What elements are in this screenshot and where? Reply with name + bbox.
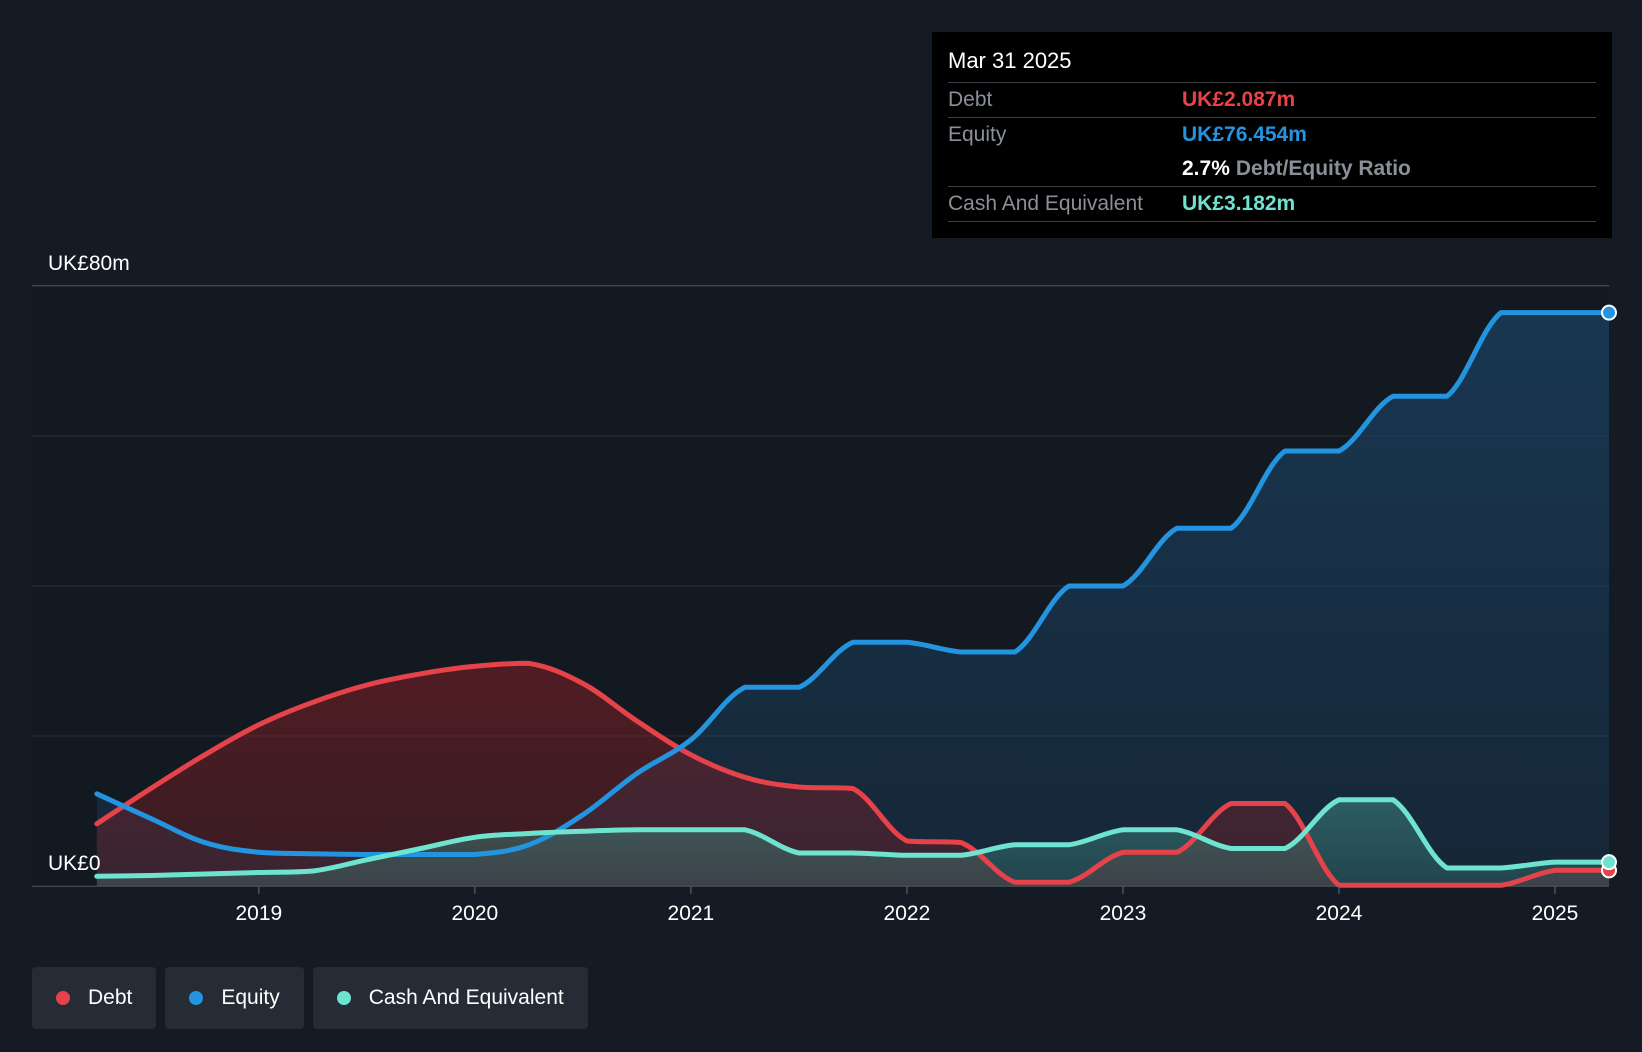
equity-dot-icon: [189, 991, 204, 1005]
x-tick-2025: 2025: [1532, 902, 1579, 925]
x-tick-2023: 2023: [1100, 902, 1147, 925]
tooltip-cash-row: Cash And Equivalent UK£3.182m: [948, 186, 1596, 222]
legend-cash-label: Cash And Equivalent: [368, 986, 564, 1009]
debt-area: [96, 663, 1609, 886]
x-tick-2021: 2021: [668, 902, 715, 925]
debt-line: [94, 660, 1612, 888]
legend-item-cash[interactable]: Cash And Equivalent: [312, 967, 588, 1029]
chart-legend: Debt Equity Cash And Equivalent: [32, 967, 588, 1029]
tooltip-cash-label: Cash And Equivalent: [948, 192, 1143, 215]
tooltip-ratio-row: 2.7% Debt/Equity Ratio: [948, 152, 1596, 186]
equity-end-marker: [1601, 304, 1617, 321]
tooltip-panel: Mar 31 2025 Debt UK£2.087m Equity UK£76.…: [932, 32, 1612, 238]
legend-item-equity[interactable]: Equity: [165, 967, 304, 1029]
cash-end-marker: [1601, 854, 1617, 871]
x-tick-2022: 2022: [884, 902, 931, 925]
legend-item-debt[interactable]: Debt: [32, 967, 157, 1029]
debt-dot-icon: [56, 991, 70, 1005]
y-tick-bottom: UK£0: [48, 852, 101, 875]
tooltip-debt-row: Debt UK£2.087m: [948, 82, 1596, 117]
tooltip-ratio-label: Debt/Equity Ratio: [1235, 157, 1411, 180]
x-tick-2020: 2020: [451, 902, 498, 925]
cash-area: [96, 799, 1609, 886]
tooltip-equity-value: UK£76.454m: [1182, 123, 1307, 146]
tooltip-date: Mar 31 2025: [948, 48, 1072, 73]
tooltip-cash-value: UK£3.182m: [1182, 192, 1296, 215]
x-tick-2024: 2024: [1316, 902, 1363, 925]
legend-equity-label: Equity: [221, 986, 280, 1009]
y-tick-top: UK£80m: [48, 252, 130, 275]
equity-area: [96, 312, 1609, 887]
equity-line: [94, 310, 1612, 857]
tooltip-ratio-value: 2.7%: [1182, 157, 1230, 180]
tooltip-equity-label: Equity: [948, 123, 1007, 146]
legend-debt-label: Debt: [88, 986, 133, 1009]
cash-line: [94, 797, 1612, 879]
cash-dot-icon: [336, 991, 351, 1005]
tooltip-debt-value: UK£2.087m: [1182, 88, 1296, 111]
tooltip-debt-label: Debt: [948, 88, 993, 111]
tooltip-equity-row: Equity UK£76.454m: [948, 117, 1596, 152]
x-tick-2019: 2019: [235, 902, 282, 925]
